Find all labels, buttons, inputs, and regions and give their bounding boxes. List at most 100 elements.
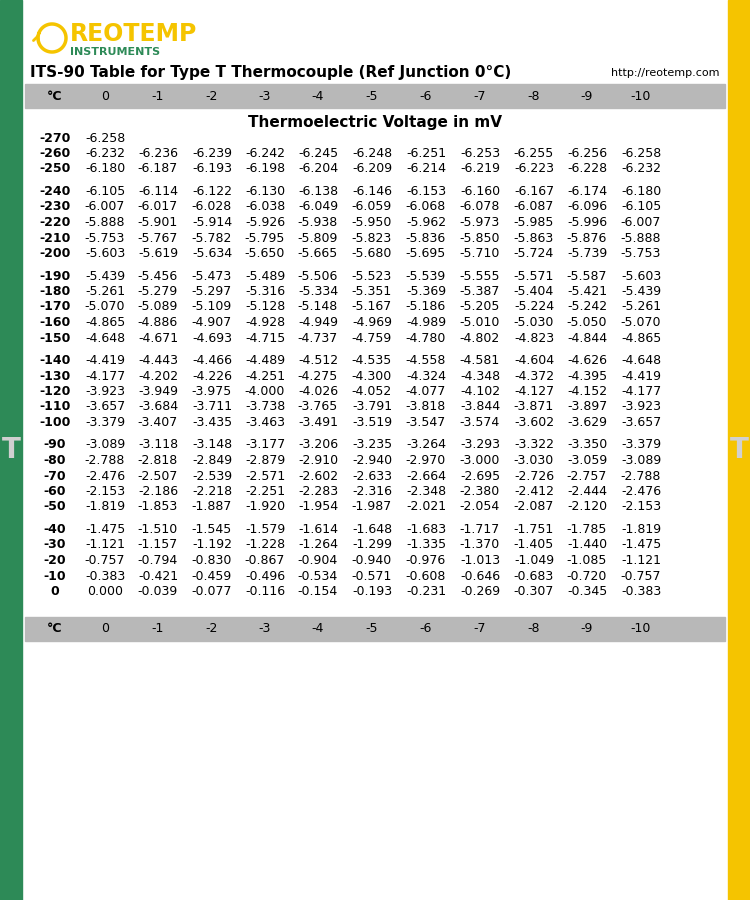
Text: -6.209: -6.209 — [352, 163, 392, 176]
Text: -4.907: -4.907 — [192, 316, 232, 329]
Text: -5.089: -5.089 — [138, 301, 178, 313]
Text: -6.253: -6.253 — [460, 147, 500, 160]
Text: -0.459: -0.459 — [192, 570, 232, 582]
Text: -100: -100 — [39, 416, 70, 429]
Text: -3.897: -3.897 — [567, 400, 608, 413]
Text: -3.000: -3.000 — [460, 454, 500, 467]
Text: -5.050: -5.050 — [567, 316, 608, 329]
Text: -0.307: -0.307 — [514, 585, 554, 598]
Text: 0: 0 — [101, 623, 109, 635]
Text: -160: -160 — [39, 316, 70, 329]
Text: -0.116: -0.116 — [245, 585, 285, 598]
Text: -1.299: -1.299 — [352, 538, 392, 552]
Text: -4.026: -4.026 — [298, 385, 338, 398]
Text: -0.534: -0.534 — [298, 570, 338, 582]
Text: -250: -250 — [39, 163, 70, 176]
Text: -5.387: -5.387 — [460, 285, 500, 298]
Text: -6.236: -6.236 — [138, 147, 178, 160]
Text: -5.224: -5.224 — [514, 301, 554, 313]
Text: -6.174: -6.174 — [567, 185, 607, 198]
Text: -5.523: -5.523 — [352, 269, 392, 283]
Text: -6.028: -6.028 — [192, 201, 232, 213]
Text: -2.788: -2.788 — [85, 454, 125, 467]
Text: -1.683: -1.683 — [406, 523, 446, 536]
Text: -5.205: -5.205 — [460, 301, 500, 313]
Text: -6.258: -6.258 — [85, 131, 125, 145]
Text: -4.372: -4.372 — [514, 370, 554, 382]
Text: -5.279: -5.279 — [138, 285, 178, 298]
Text: -1.751: -1.751 — [514, 523, 554, 536]
Text: -0.571: -0.571 — [352, 570, 392, 582]
Text: -4.604: -4.604 — [514, 354, 554, 367]
Text: -4.052: -4.052 — [352, 385, 392, 398]
Text: -4.348: -4.348 — [460, 370, 500, 382]
Text: -5.109: -5.109 — [192, 301, 232, 313]
Text: -5.985: -5.985 — [514, 216, 554, 229]
Text: -5.555: -5.555 — [460, 269, 500, 283]
Text: -0.794: -0.794 — [138, 554, 178, 567]
Text: -6.198: -6.198 — [245, 163, 285, 176]
Text: -2.316: -2.316 — [352, 485, 392, 498]
Text: -5.863: -5.863 — [514, 231, 554, 245]
Text: -2.218: -2.218 — [192, 485, 232, 498]
Text: -3.350: -3.350 — [567, 438, 608, 452]
Text: -4.671: -4.671 — [138, 331, 178, 345]
Text: -6.219: -6.219 — [460, 163, 500, 176]
Text: -6.068: -6.068 — [406, 201, 446, 213]
Text: -5.030: -5.030 — [514, 316, 554, 329]
Text: -6.232: -6.232 — [85, 147, 125, 160]
Text: -6.239: -6.239 — [192, 147, 232, 160]
Text: -4.865: -4.865 — [621, 331, 662, 345]
Text: -3.791: -3.791 — [352, 400, 392, 413]
Text: -5.753: -5.753 — [621, 247, 662, 260]
Text: -1.440: -1.440 — [567, 538, 607, 552]
Text: -0.383: -0.383 — [85, 570, 125, 582]
Text: -4.693: -4.693 — [192, 331, 232, 345]
Text: -6.187: -6.187 — [138, 163, 178, 176]
Text: -5.809: -5.809 — [298, 231, 338, 245]
Text: -190: -190 — [39, 269, 70, 283]
Text: -2.444: -2.444 — [567, 485, 607, 498]
Text: -3.379: -3.379 — [621, 438, 661, 452]
Text: -5: -5 — [366, 89, 378, 103]
Text: -0.039: -0.039 — [138, 585, 178, 598]
Text: -5.439: -5.439 — [621, 285, 661, 298]
Text: -1.370: -1.370 — [460, 538, 500, 552]
Text: REOTEMP: REOTEMP — [70, 22, 197, 46]
Text: -3.089: -3.089 — [621, 454, 662, 467]
Text: -5.926: -5.926 — [245, 216, 285, 229]
Text: -1.819: -1.819 — [85, 500, 125, 514]
Text: -4.558: -4.558 — [406, 354, 446, 367]
Text: -4.648: -4.648 — [621, 354, 661, 367]
Text: -0.496: -0.496 — [245, 570, 285, 582]
Text: -2.120: -2.120 — [567, 500, 607, 514]
Text: -5.186: -5.186 — [406, 301, 446, 313]
Text: -2.087: -2.087 — [514, 500, 554, 514]
Text: -6.153: -6.153 — [406, 185, 446, 198]
Text: -270: -270 — [39, 131, 70, 145]
Text: -4.152: -4.152 — [567, 385, 607, 398]
Text: -4.802: -4.802 — [460, 331, 500, 345]
Text: Thermoelectric Voltage in mV: Thermoelectric Voltage in mV — [248, 114, 502, 130]
Text: -1.121: -1.121 — [85, 538, 125, 552]
Text: -0.421: -0.421 — [138, 570, 178, 582]
Text: -130: -130 — [39, 370, 70, 382]
Bar — [728, 0, 750, 900]
Text: -5.297: -5.297 — [192, 285, 232, 298]
Text: -4.466: -4.466 — [192, 354, 232, 367]
Text: -1.614: -1.614 — [298, 523, 338, 536]
Text: -4.443: -4.443 — [138, 354, 178, 367]
Text: -6.204: -6.204 — [298, 163, 338, 176]
Text: -0.077: -0.077 — [192, 585, 232, 598]
Text: -5.888: -5.888 — [621, 231, 662, 245]
Text: -6.251: -6.251 — [406, 147, 446, 160]
Text: -0.646: -0.646 — [460, 570, 500, 582]
Text: -3.519: -3.519 — [352, 416, 392, 429]
Text: -5.876: -5.876 — [567, 231, 608, 245]
Text: -5.888: -5.888 — [85, 216, 125, 229]
Text: T: T — [2, 436, 20, 464]
Text: -2.664: -2.664 — [406, 470, 446, 482]
Text: -230: -230 — [39, 201, 70, 213]
Text: -240: -240 — [39, 185, 70, 198]
Text: -1.785: -1.785 — [567, 523, 608, 536]
